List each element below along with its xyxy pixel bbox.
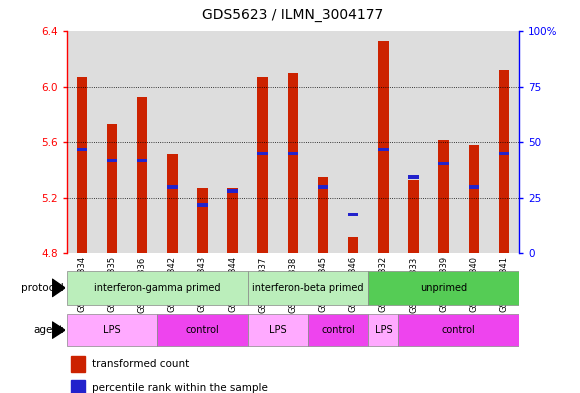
Bar — [469, 145, 479, 253]
Bar — [77, 77, 87, 253]
Bar — [157, 31, 187, 253]
Bar — [227, 189, 238, 193]
Bar — [429, 31, 459, 253]
Text: agent: agent — [34, 325, 64, 335]
Bar — [97, 31, 127, 253]
Bar — [398, 314, 519, 346]
Bar — [197, 203, 208, 207]
Text: LPS: LPS — [375, 325, 392, 335]
Bar — [248, 271, 368, 305]
Bar — [378, 148, 389, 151]
Bar — [348, 213, 358, 217]
Text: LPS: LPS — [103, 325, 121, 335]
Bar — [408, 180, 419, 253]
Bar — [368, 31, 398, 253]
Bar — [438, 140, 449, 253]
Bar — [258, 152, 268, 155]
Bar — [308, 31, 338, 253]
Text: unprimed: unprimed — [420, 283, 467, 293]
Bar — [67, 314, 157, 346]
Bar — [107, 125, 117, 253]
Bar — [127, 31, 157, 253]
Bar — [107, 159, 117, 162]
Text: transformed count: transformed count — [92, 359, 189, 369]
Text: interferon-beta primed: interferon-beta primed — [252, 283, 364, 293]
Bar — [499, 70, 509, 253]
Bar — [368, 314, 398, 346]
Bar — [157, 314, 248, 346]
Text: control: control — [321, 325, 355, 335]
Bar — [288, 73, 298, 253]
Bar — [197, 188, 208, 253]
Text: control: control — [442, 325, 476, 335]
Bar — [258, 77, 268, 253]
Bar — [227, 188, 238, 253]
Bar — [348, 237, 358, 253]
Bar — [318, 177, 328, 253]
Bar — [167, 185, 177, 189]
Bar — [67, 271, 248, 305]
Polygon shape — [52, 279, 65, 297]
Bar — [408, 175, 419, 179]
Bar — [248, 31, 278, 253]
Bar — [248, 314, 308, 346]
Bar — [137, 159, 147, 162]
Bar — [438, 162, 449, 165]
Text: percentile rank within the sample: percentile rank within the sample — [92, 382, 267, 393]
Bar — [67, 31, 97, 253]
Bar — [368, 271, 519, 305]
Bar — [77, 148, 87, 151]
Bar — [469, 185, 479, 189]
Bar — [318, 185, 328, 189]
Text: protocol: protocol — [21, 283, 64, 293]
Bar — [398, 31, 429, 253]
Text: interferon-gamma primed: interferon-gamma primed — [94, 283, 220, 293]
Polygon shape — [52, 322, 65, 338]
Bar — [499, 152, 509, 155]
Bar — [278, 31, 308, 253]
Bar — [378, 41, 389, 253]
Bar — [71, 356, 85, 371]
Text: GDS5623 / ILMN_3004177: GDS5623 / ILMN_3004177 — [202, 7, 383, 22]
Text: LPS: LPS — [269, 325, 287, 335]
Bar — [489, 31, 519, 253]
Bar — [167, 154, 177, 253]
Bar — [459, 31, 489, 253]
Bar — [288, 152, 298, 155]
Bar — [71, 380, 85, 393]
Bar — [187, 31, 218, 253]
Bar — [308, 314, 368, 346]
Text: control: control — [186, 325, 219, 335]
Bar — [338, 31, 368, 253]
Bar — [218, 31, 248, 253]
Bar — [137, 97, 147, 253]
